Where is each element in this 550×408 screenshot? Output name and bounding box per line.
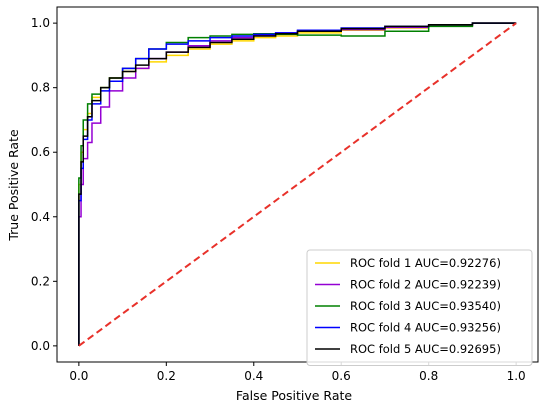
legend-label-fold-2: ROC fold 2 AUC=0.92239) xyxy=(350,278,501,292)
legend-label-fold-5: ROC fold 5 AUC=0.92695) xyxy=(350,342,501,356)
x-tick-label: 0.2 xyxy=(157,369,176,383)
y-tick-label: 0.2 xyxy=(31,274,50,288)
x-tick-label: 0.8 xyxy=(419,369,438,383)
y-tick-label: 0.8 xyxy=(31,81,50,95)
axes-frame xyxy=(56,6,539,363)
x-tick-label: 0.0 xyxy=(69,369,88,383)
x-tick-label: 1.0 xyxy=(507,369,526,383)
y-tick-label: 0.4 xyxy=(31,210,50,224)
chance-diagonal-line xyxy=(78,22,517,347)
legend-label-fold-4: ROC fold 4 AUC=0.93256) xyxy=(350,321,501,335)
legend-box xyxy=(306,249,533,366)
legend-label-fold-3: ROC fold 3 AUC=0.93540) xyxy=(350,299,501,313)
x-tick-label: 0.6 xyxy=(332,369,351,383)
legend: ROC fold 1 AUC=0.92276) ROC fold 2 AUC=0.… xyxy=(306,249,533,366)
y-tick-label: 1.0 xyxy=(31,16,50,30)
y-tick-label: 0.0 xyxy=(31,339,50,353)
y-axis-label: True Positive Rate xyxy=(6,129,21,242)
x-tick-label: 0.4 xyxy=(244,369,263,383)
y-tick-label: 0.6 xyxy=(31,145,50,159)
x-axis-label: False Positive Rate xyxy=(236,388,352,403)
roc-line-fold-5 xyxy=(78,22,517,346)
axes: 0.0 0.2 0.4 0.6 0.8 1.0 0.0 0.2 0.4 0.6 0.8 1.0 xyxy=(31,6,539,383)
legend-label-fold-1: ROC fold 1 AUC=0.92276) xyxy=(350,256,501,270)
plot-area xyxy=(78,22,517,347)
